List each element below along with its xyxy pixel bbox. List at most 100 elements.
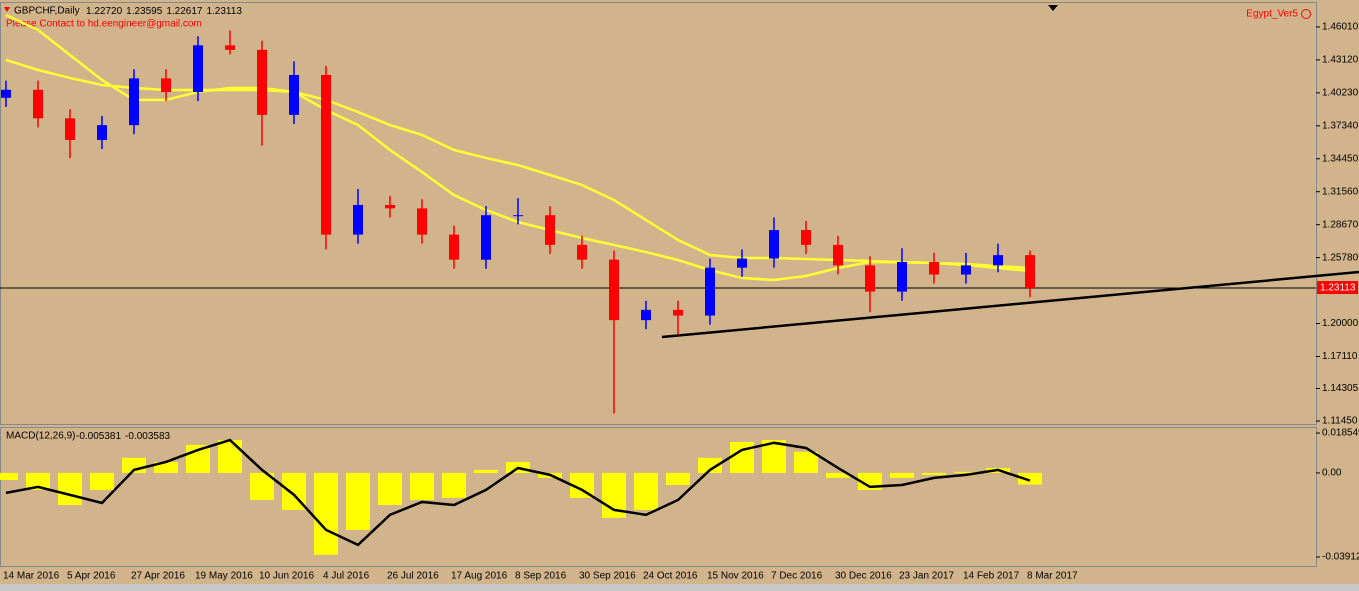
ohlc-value: 1.22720 (86, 6, 123, 17)
candle-body (353, 204, 363, 235)
candle-body (673, 309, 683, 316)
candle-body (193, 45, 203, 93)
trendline (661, 270, 1359, 339)
y-tick-label: 0.018549 (1322, 428, 1359, 439)
candle-body (321, 74, 331, 235)
x-tick-label: 15 Nov 2016 (707, 571, 764, 582)
symbol-arrow (4, 7, 10, 12)
macd-bar (346, 472, 370, 530)
macd-panel (0, 427, 1317, 567)
y-tick-label: 1.40230 (1322, 87, 1359, 98)
x-tick-label: 30 Sep 2016 (579, 571, 636, 582)
macd-bar (90, 472, 114, 490)
macd-bar (218, 440, 242, 473)
x-tick-label: 19 May 2016 (195, 571, 253, 582)
candle-body (1, 89, 11, 98)
shift-marker (1048, 5, 1058, 11)
macd-bar (954, 471, 978, 473)
macd-value: -0.003583 (125, 431, 170, 442)
x-tick-label: 26 Jul 2016 (387, 571, 439, 582)
macd-value: -0.005381 (76, 431, 121, 442)
smiley-icon (1301, 9, 1311, 19)
x-tick-label: 14 Feb 2017 (963, 571, 1020, 582)
signal-line (5, 438, 1031, 547)
y-tick-label: 1.28670 (1322, 219, 1359, 230)
macd-bar (154, 461, 178, 473)
candle-body (577, 244, 587, 260)
candle-body (897, 261, 907, 292)
macd-bar (890, 472, 914, 478)
y-tick-label: 1.34450 (1322, 153, 1359, 164)
candle-body (993, 255, 1003, 266)
x-tick-label: 7 Dec 2016 (771, 571, 823, 582)
ohlc-values: 1.22720 1.23595 1.22617 1.23113 (86, 6, 242, 17)
candle-body (865, 265, 875, 292)
macd-bar (730, 441, 754, 473)
indicator-label: Egypt_Ver5 (1246, 9, 1298, 20)
ohlc-value: 1.22617 (166, 6, 203, 17)
current-price-label: 1.23113 (1320, 283, 1356, 294)
macd-bar (698, 457, 722, 473)
candle-body (449, 234, 459, 260)
candle-body (769, 230, 779, 259)
candle-body (97, 125, 107, 140)
ohlc-value: 1.23595 (126, 6, 163, 17)
candle-body (513, 215, 523, 217)
macd-bar (826, 472, 850, 478)
x-tick-label: 17 Aug 2016 (451, 571, 508, 582)
macd-bar (794, 451, 818, 473)
macd-bar (922, 472, 946, 475)
candle-body (705, 267, 715, 316)
candle-body (417, 208, 427, 235)
macd-bar (442, 472, 466, 498)
x-tick-label: 14 Mar 2016 (3, 571, 60, 582)
macd-bar (378, 472, 402, 505)
y-tick-label: 1.46010 (1322, 22, 1359, 33)
y-tick-label: 1.37340 (1322, 120, 1359, 131)
current-price-box (1317, 281, 1358, 295)
y-tick-label: 1.25780 (1322, 252, 1359, 263)
y-tick-label: 1.17110 (1322, 351, 1358, 362)
candle-body (801, 230, 811, 245)
y-tick-label: 1.31560 (1322, 186, 1359, 197)
macd-values: -0.005381 -0.003583 (76, 431, 171, 442)
x-tick-label: 5 Apr 2016 (67, 571, 116, 582)
candle-body (225, 45, 235, 50)
macd-bar (26, 472, 50, 490)
symbol-title: GBPCHF,Daily (14, 6, 80, 17)
y-tick-label: 1.11450 (1322, 416, 1358, 427)
x-tick-label: 27 Apr 2016 (131, 571, 185, 582)
candle-body (737, 258, 747, 268)
x-tick-label: 8 Sep 2016 (515, 571, 567, 582)
x-tick-label: 4 Jul 2016 (323, 571, 370, 582)
candle-body (609, 259, 619, 321)
candle-body (641, 309, 651, 321)
candle-body (129, 78, 139, 126)
candle-body (257, 49, 267, 115)
candle-body (65, 118, 75, 140)
macd-bar (0, 472, 18, 481)
candle-body (33, 89, 43, 119)
candle-body (833, 244, 843, 266)
y-tick-label: 0.00 (1322, 468, 1342, 479)
macd-bar (666, 472, 690, 485)
macd-bar (314, 472, 338, 555)
contact-note: Please Contact to hd.eengineer@gmail.com (6, 19, 202, 30)
x-tick-label: 24 Oct 2016 (643, 571, 698, 582)
candle-body (1025, 255, 1035, 289)
macd-bar (58, 472, 82, 505)
ohlc-value: 1.23113 (206, 6, 242, 17)
y-tick-label: 1.43120 (1322, 55, 1359, 66)
x-tick-label: 23 Jan 2017 (899, 571, 954, 582)
y-tick-label: 1.14305 (1322, 383, 1359, 394)
x-tick-label: 8 Mar 2017 (1027, 571, 1078, 582)
macd-bar (410, 472, 434, 501)
price-panel (0, 2, 1317, 425)
candle-body (929, 261, 939, 275)
y-tick-label: 1.20000 (1322, 318, 1359, 329)
macd-bar (634, 472, 658, 510)
candle-body (961, 265, 971, 275)
macd-bar (1018, 472, 1042, 485)
candle-body (545, 215, 555, 245)
